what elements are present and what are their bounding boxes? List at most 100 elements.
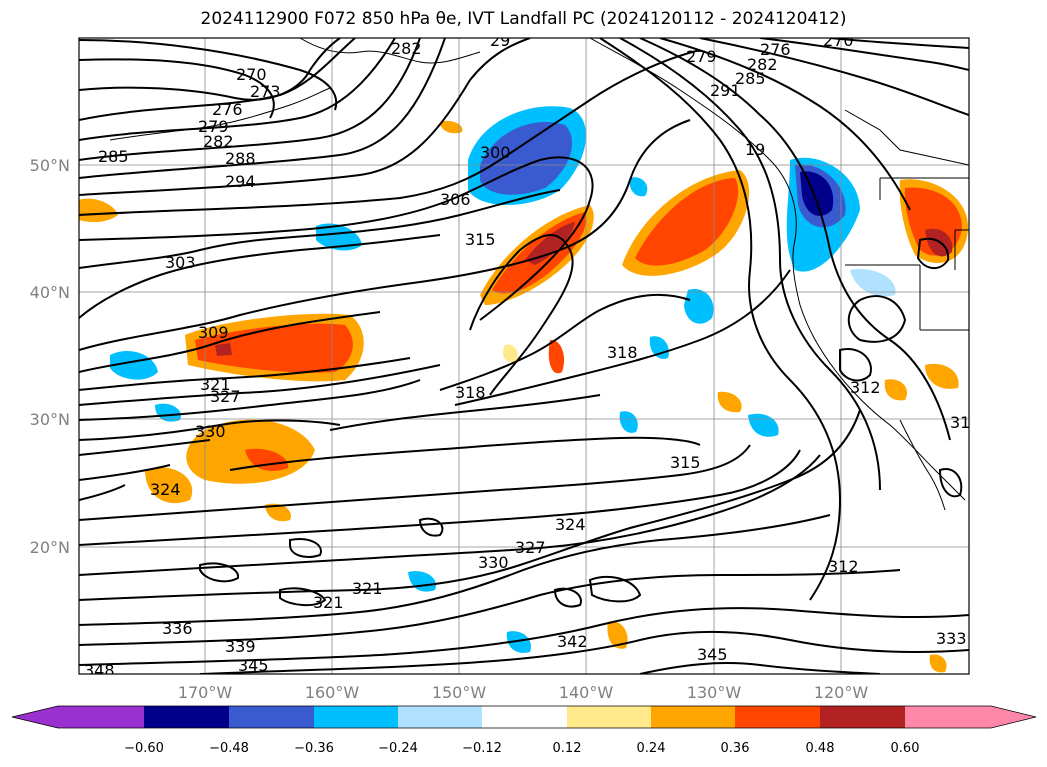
colorbar-tick-label: 0.60: [891, 741, 920, 756]
contour-labels: 270 273 276 279 282 285 288 294 300 306 …: [84, 31, 981, 680]
lat-tick-label: 30°N: [30, 410, 70, 429]
contour-label: 324: [555, 515, 586, 534]
colorbar-segment: [482, 706, 567, 728]
state-border-8: [844, 109, 969, 166]
contour-line: [199, 630, 969, 674]
contour-line: [79, 311, 381, 373]
contour-line: [553, 587, 582, 608]
contour-label: 348: [84, 661, 115, 680]
contour-label: 282: [747, 55, 778, 74]
map-plot-area: 270 273 276 279 282 285 288 294 300 306 …: [79, 31, 981, 680]
contour-line: [439, 293, 691, 391]
contour-label: 315: [465, 230, 496, 249]
lon-tick-label: 120°W: [814, 683, 869, 702]
contour-line: [454, 269, 791, 406]
colorbar-segment: [651, 706, 735, 728]
contour-label: 309: [198, 323, 229, 342]
pos-patch-sw-2: [145, 467, 193, 504]
coastlines: [109, 38, 969, 511]
contour-line: [469, 234, 574, 396]
neg-patch-small-11: [155, 403, 181, 422]
contour-label: 282: [391, 39, 422, 58]
ivt-shading: [79, 106, 969, 673]
pos-patch-east-strong: [635, 178, 739, 266]
contour-label: 318: [607, 343, 638, 362]
contour-line: [699, 38, 969, 116]
pos-patch-small-8: [884, 379, 908, 401]
contour-line: [279, 587, 327, 606]
baja: [899, 419, 946, 511]
colorbar-extend-left: [12, 706, 58, 728]
contour-line: [759, 38, 969, 71]
contour-line: [916, 237, 950, 269]
us-west-coast: [792, 239, 966, 501]
contour-line: [79, 379, 421, 421]
contour-label: 303: [165, 253, 196, 272]
colorbar-segment: [58, 706, 144, 728]
contour-label: 306: [440, 190, 471, 209]
contour-line: [79, 38, 446, 179]
contour-label: 333: [936, 629, 967, 648]
lon-tick-labels: 170°W 160°W 150°W 140°W 130°W 120°W: [178, 683, 869, 702]
contour-label: 285: [735, 69, 766, 88]
lon-tick-label: 170°W: [178, 683, 233, 702]
alaska-coast: [299, 38, 481, 64]
contour-label: 300: [480, 143, 511, 162]
contour-line: [79, 607, 969, 666]
pos-patch-small-7: [503, 344, 518, 363]
lon-tick-label: 140°W: [559, 683, 614, 702]
contour-label: 324: [150, 480, 181, 499]
contour-label: 321: [200, 375, 231, 394]
colorbar-outline: [11, 705, 1037, 729]
theta-e-contours: [79, 38, 969, 674]
contour-line: [79, 514, 831, 626]
colorbar-tick-label: −0.48: [209, 741, 249, 756]
contour-label: 330: [478, 553, 509, 572]
contour-label: 315: [670, 453, 701, 472]
contour-line: [599, 38, 842, 601]
contour-label: 270: [823, 31, 854, 50]
contour-line: [79, 119, 691, 351]
colorbar-segment: [735, 706, 820, 728]
pos-patch-small-4: [607, 621, 628, 649]
contour-label: 316: [950, 413, 981, 432]
colorbar-segment: [229, 706, 314, 728]
neg-patch-small-9: [506, 631, 531, 653]
colorbar-tick-label: 0.48: [806, 741, 835, 756]
contour-line: [79, 38, 356, 121]
pos-patch-small-1: [548, 339, 565, 374]
contour-label: 285: [98, 147, 129, 166]
contour-line: [79, 38, 396, 141]
contour-line: [639, 38, 951, 441]
contour-line: [79, 38, 531, 196]
contour-label: 312: [850, 378, 881, 397]
contour-label: 339: [225, 637, 256, 656]
colorbar-tick-label: 0.24: [637, 741, 666, 756]
contour-label: 312: [828, 557, 859, 576]
contour-label: 276: [760, 40, 791, 59]
neg-patch-small-2: [110, 351, 158, 380]
pos-patch-mid-max: [525, 222, 575, 265]
contour-label: 294: [225, 172, 256, 191]
colorbar-segment: [144, 706, 229, 728]
pos-patch-small-6: [440, 120, 463, 134]
map-title: 2024112900 F072 850 hPa θe, IVT Landfall…: [200, 9, 847, 29]
contour-label: 279: [198, 117, 229, 136]
contour-line: [79, 484, 126, 501]
contour-line: [199, 562, 240, 583]
map-frame: [78, 37, 970, 675]
contour-line: [329, 394, 601, 431]
contour-label: 321: [313, 593, 344, 612]
lat-tick-label: 40°N: [30, 283, 70, 302]
contour-label: 273: [250, 82, 281, 101]
contour-line: [79, 58, 275, 119]
bc-coast: [589, 38, 797, 241]
contour-line: [79, 39, 338, 111]
colorbar-segment: [314, 706, 398, 728]
contour-line: [79, 419, 341, 441]
contour-line: [619, 38, 881, 491]
colorbar-tick-label: −0.60: [124, 741, 164, 756]
pos-patch-west-edge: [79, 198, 118, 223]
contour-line: [79, 357, 411, 391]
